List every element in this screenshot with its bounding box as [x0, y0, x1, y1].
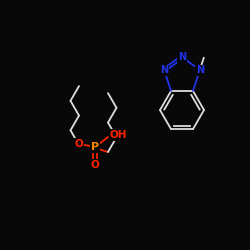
Text: N: N	[196, 65, 204, 75]
Text: OH: OH	[110, 130, 128, 140]
Text: P: P	[91, 142, 99, 152]
Text: O: O	[90, 160, 100, 170]
Text: N: N	[178, 52, 186, 62]
Text: O: O	[74, 139, 84, 149]
Text: N: N	[160, 65, 168, 75]
